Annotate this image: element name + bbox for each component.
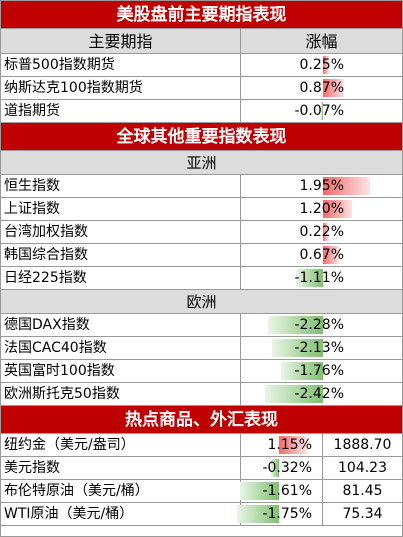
- row-name: 韩国综合指数: [1, 244, 241, 266]
- table-row: 韩国综合指数 0.67%: [1, 244, 402, 267]
- row-change-cell: -2.42%: [241, 383, 402, 405]
- table-row: 日经225指数 -1.11%: [1, 267, 402, 290]
- us-column-header: 主要期指 涨幅: [1, 29, 402, 54]
- row-name: 台湾加权指数: [1, 221, 241, 243]
- row-change-cell: 0.67%: [241, 244, 402, 266]
- row-change-cell: -2.28%: [241, 314, 402, 336]
- row-name: 英国富时100指数: [1, 360, 241, 382]
- table-row: 德国DAX指数 -2.28%: [1, 314, 402, 337]
- row-change-value: 1.20%: [299, 201, 344, 217]
- row-name: WTI原油（美元/桶）: [1, 503, 241, 525]
- row-change-cell: 1.20%: [241, 198, 402, 220]
- row-change-cell: -1.11%: [241, 267, 402, 289]
- table-row: 恒生指数 1.95%: [1, 175, 402, 198]
- row-name: 纽约金（美元/盎司）: [1, 434, 241, 456]
- row-change-value: 0.25%: [299, 57, 344, 73]
- row-change-value: -1.61%: [262, 483, 312, 499]
- row-price: 81.45: [342, 483, 383, 499]
- row-change-value: -1.76%: [294, 363, 344, 379]
- negative-bar: [271, 459, 279, 477]
- europe-rows: 德国DAX指数 -2.28% 法国CAC40指数 -2.13% 英国富时100指数 -1.…: [1, 314, 402, 406]
- fx-section-title: 热点商品、外汇表现: [1, 406, 402, 434]
- row-name: 欧洲斯托克50指数: [1, 383, 241, 405]
- row-name: 恒生指数: [1, 175, 241, 197]
- row-change-value: -2.42%: [294, 386, 344, 402]
- row-price: 75.34: [342, 506, 383, 522]
- row-name: 纳斯达克100指数期货: [1, 77, 241, 99]
- row-change-value: -1.11%: [294, 270, 344, 286]
- row-name: 道指期货: [1, 100, 241, 122]
- row-name: 布伦特原油（美元/桶）: [1, 480, 241, 502]
- col-change-header: 涨幅: [305, 32, 338, 51]
- positive-bar: [323, 56, 329, 74]
- positive-bar: [323, 223, 329, 241]
- europe-subheader: 欧洲: [1, 290, 402, 314]
- row-change-cell: -2.13%: [241, 337, 402, 359]
- row-change-cell: 1.15%: [241, 434, 323, 456]
- table-row: 英国富时100指数 -1.76%: [1, 360, 402, 383]
- global-section-title: 全球其他重要指数表现: [1, 123, 402, 151]
- positive-bar: [323, 79, 344, 97]
- negative-bar: [264, 385, 323, 403]
- row-change-value: 0.87%: [299, 80, 344, 96]
- fx-rows: 纽约金（美元/盎司） 1.15% 1888.70 美元指数 -0.32% 104.23 布伦…: [1, 434, 402, 526]
- negative-bar: [240, 482, 279, 500]
- row-change-value: 1.15%: [267, 437, 312, 453]
- table-row: WTI原油（美元/桶） -1.75% 75.34: [1, 503, 402, 526]
- us-rows: 标普500指数期货 0.25% 纳斯达克100指数期货 0.87% 道指期货 -0.07%: [1, 54, 402, 123]
- row-change-cell: 0.25%: [241, 54, 402, 76]
- positive-bar: [323, 246, 340, 264]
- row-change-value: -0.32%: [262, 460, 312, 476]
- row-name: 上证指数: [1, 198, 241, 220]
- table-row: 上证指数 1.20%: [1, 198, 402, 221]
- row-change-cell: -1.76%: [241, 360, 402, 382]
- asia-rows: 恒生指数 1.95% 上证指数 1.20% 台湾加权指数 0.22% 韩国综合指数 0.67%…: [1, 175, 402, 290]
- table-row: 台湾加权指数 0.22%: [1, 221, 402, 244]
- row-change-cell: 0.22%: [241, 221, 402, 243]
- row-change-value: -0.07%: [294, 103, 344, 119]
- negative-bar: [321, 102, 323, 120]
- row-change-cell: -1.75%: [237, 503, 323, 525]
- negative-bar: [271, 339, 323, 357]
- row-change-value: 0.67%: [299, 247, 344, 263]
- row-change-value: -1.75%: [262, 506, 312, 522]
- table-row: 布伦特原油（美元/桶） -1.61% 81.45: [1, 480, 402, 503]
- col-name-header: 主要期指: [1, 29, 241, 53]
- row-price: 104.23: [338, 460, 387, 476]
- row-change-cell: 0.87%: [241, 77, 402, 99]
- row-change-cell: -0.32%: [241, 457, 323, 479]
- positive-bar: [323, 200, 352, 218]
- table-row: 法国CAC40指数 -2.13%: [1, 337, 402, 360]
- row-price: 1888.70: [333, 437, 392, 453]
- asia-subheader: 亚洲: [1, 151, 402, 175]
- row-change-cell: -0.07%: [241, 100, 402, 122]
- negative-bar: [237, 505, 279, 523]
- table-row: 纳斯达克100指数期货 0.87%: [1, 77, 402, 100]
- row-change-cell: 1.95%: [241, 175, 402, 197]
- row-name: 德国DAX指数: [1, 314, 241, 336]
- negative-bar: [296, 269, 323, 287]
- row-change-value: 1.95%: [299, 178, 344, 194]
- row-name: 标普500指数期货: [1, 54, 241, 76]
- row-name: 日经225指数: [1, 267, 241, 289]
- table-row: 欧洲斯托克50指数 -2.42%: [1, 383, 402, 406]
- row-name: 美元指数: [1, 457, 241, 479]
- table-row: 道指期货 -0.07%: [1, 100, 402, 123]
- row-change-value: -2.28%: [294, 317, 344, 333]
- row-change-value: -2.13%: [294, 340, 344, 356]
- row-change-cell: -1.61%: [240, 480, 323, 502]
- table-row: 美元指数 -0.32% 104.23: [1, 457, 402, 480]
- negative-bar: [280, 362, 323, 380]
- table-row: 标普500指数期货 0.25%: [1, 54, 402, 77]
- negative-bar: [268, 316, 323, 334]
- positive-bar: [279, 436, 307, 454]
- table-row: 纽约金（美元/盎司） 1.15% 1888.70: [1, 434, 402, 457]
- row-name: 法国CAC40指数: [1, 337, 241, 359]
- positive-bar: [323, 177, 370, 195]
- row-change-value: 0.22%: [299, 224, 344, 240]
- us-section-title: 美股盘前主要期指表现: [1, 1, 402, 29]
